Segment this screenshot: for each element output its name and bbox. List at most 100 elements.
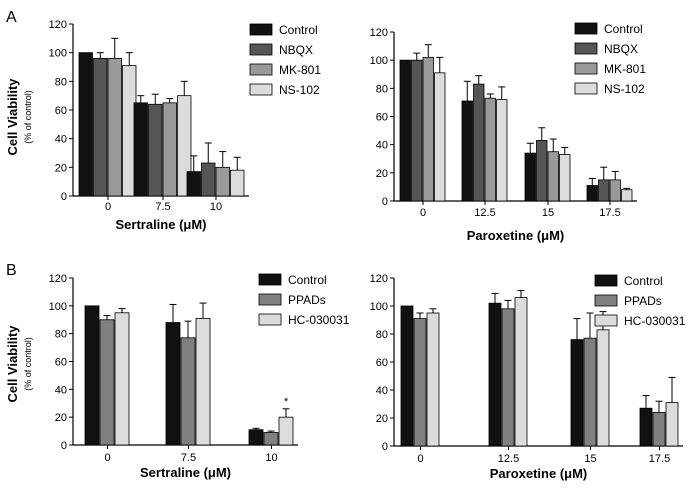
y-tick-label: 60 xyxy=(376,357,388,369)
bar xyxy=(461,100,473,202)
bar xyxy=(230,169,245,197)
bar xyxy=(107,58,122,197)
legend-label: PPADs xyxy=(288,293,326,307)
bar xyxy=(434,72,446,202)
bar xyxy=(639,407,653,447)
bar xyxy=(148,103,163,197)
bar xyxy=(186,171,201,197)
y-tick-label: 40 xyxy=(376,385,388,397)
y-tick-label: 20 xyxy=(376,413,388,425)
bar xyxy=(195,317,211,446)
y-axis-label-a: Cell Viability xyxy=(5,78,20,156)
y-tick-label: 100 xyxy=(49,48,67,60)
bar xyxy=(215,166,230,197)
y-tick-label: 0 xyxy=(382,196,388,208)
bar xyxy=(413,318,427,447)
legend-label: NS-102 xyxy=(279,83,320,97)
significance-annotation: * xyxy=(284,396,289,408)
y-tick-label: 80 xyxy=(55,329,67,341)
legend-label: NBQX xyxy=(604,42,638,56)
x-tick-label: 12.5 xyxy=(474,207,495,219)
bar xyxy=(473,83,485,202)
legend-swatch xyxy=(594,294,618,307)
bar xyxy=(586,185,598,202)
y-tick-label: 80 xyxy=(55,76,67,88)
legend-label: MK-801 xyxy=(604,62,646,76)
y-axis-label-b: Cell Viability xyxy=(5,325,20,403)
legend-label: HC-030031 xyxy=(624,314,686,328)
bar xyxy=(278,416,294,446)
bar xyxy=(399,59,411,202)
x-tick-label: 0 xyxy=(105,201,111,213)
legend-label: MK-801 xyxy=(279,63,321,77)
legend-label: Control xyxy=(279,23,318,37)
legend-label: Control xyxy=(288,273,327,287)
legend-swatch xyxy=(258,293,282,306)
x-tick-label: 17.5 xyxy=(649,453,670,465)
x-tick-label: 17.5 xyxy=(599,207,620,219)
legend-swatch xyxy=(249,83,273,96)
chart-paroxetine-a: 0 20 40 60 80 100 120 0 12.5 15 17.5 Paroxetine (μM… xyxy=(370,22,647,243)
y-tick-label: 80 xyxy=(376,83,388,95)
bar xyxy=(411,59,423,202)
bar xyxy=(536,140,548,202)
bar xyxy=(78,52,93,197)
legend-label: HC-030031 xyxy=(288,313,350,327)
legend-swatch xyxy=(594,314,618,327)
y-tick-label: 40 xyxy=(55,134,67,146)
y-tick-label: 100 xyxy=(370,301,388,313)
x-axis-label: Paroxetine (μM) xyxy=(467,228,565,243)
legend-label: Control xyxy=(624,274,663,288)
y-axis-sublabel-b: (% of control) xyxy=(23,337,33,391)
bar xyxy=(93,58,108,197)
bar xyxy=(263,432,279,446)
bar xyxy=(162,102,177,197)
bar xyxy=(488,302,502,447)
bar xyxy=(248,429,264,446)
bar xyxy=(559,154,571,202)
legend-swatch xyxy=(258,313,282,326)
bar xyxy=(99,319,115,446)
bar xyxy=(133,102,148,197)
bar xyxy=(180,337,196,446)
bar xyxy=(621,189,633,202)
x-tick-label: 10 xyxy=(265,452,277,464)
x-axis-label: Sertraline (μM) xyxy=(140,465,231,480)
bar xyxy=(609,179,621,202)
legend-swatch xyxy=(594,274,618,287)
y-tick-label: 60 xyxy=(55,357,67,369)
legend-swatch xyxy=(574,82,598,95)
legend-swatch xyxy=(249,23,273,36)
x-axis-label: Paroxetine (μM) xyxy=(490,466,588,481)
bar xyxy=(114,312,130,446)
x-tick-label: 0 xyxy=(417,453,423,465)
x-tick-label: 0 xyxy=(104,452,110,464)
bar xyxy=(524,152,536,202)
y-tick-label: 60 xyxy=(376,112,388,124)
legend-label: Control xyxy=(604,22,643,36)
bar xyxy=(400,305,414,447)
legend-label: NBQX xyxy=(279,43,313,57)
x-tick-label: 10 xyxy=(210,201,222,213)
bar xyxy=(596,329,610,447)
chart-sertraline-a: 0 20 40 60 80 100 120 0 7.5 10 Sertraline (μM) Cont… xyxy=(49,19,322,232)
y-tick-label: 40 xyxy=(55,384,67,396)
bar xyxy=(652,411,666,447)
x-tick-label: 12.5 xyxy=(498,453,519,465)
x-tick-label: 0 xyxy=(420,207,426,219)
panel-label-b: B xyxy=(6,262,17,279)
bar xyxy=(165,322,181,446)
legend-swatch xyxy=(574,22,598,35)
y-tick-label: 40 xyxy=(376,140,388,152)
bar xyxy=(501,308,515,447)
bar xyxy=(496,99,508,202)
legend-label: PPADs xyxy=(624,294,662,308)
y-tick-label: 120 xyxy=(49,19,67,31)
bar xyxy=(514,297,528,447)
legend-swatch xyxy=(258,273,282,286)
y-tick-label: 0 xyxy=(382,441,388,453)
x-tick-label: 7.5 xyxy=(155,201,170,213)
y-tick-label: 20 xyxy=(376,168,388,180)
x-tick-label: 7.5 xyxy=(181,452,196,464)
